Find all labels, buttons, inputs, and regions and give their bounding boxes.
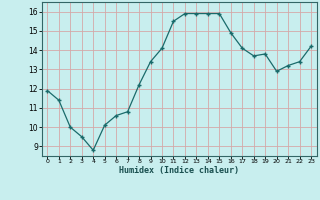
X-axis label: Humidex (Indice chaleur): Humidex (Indice chaleur) bbox=[119, 166, 239, 175]
